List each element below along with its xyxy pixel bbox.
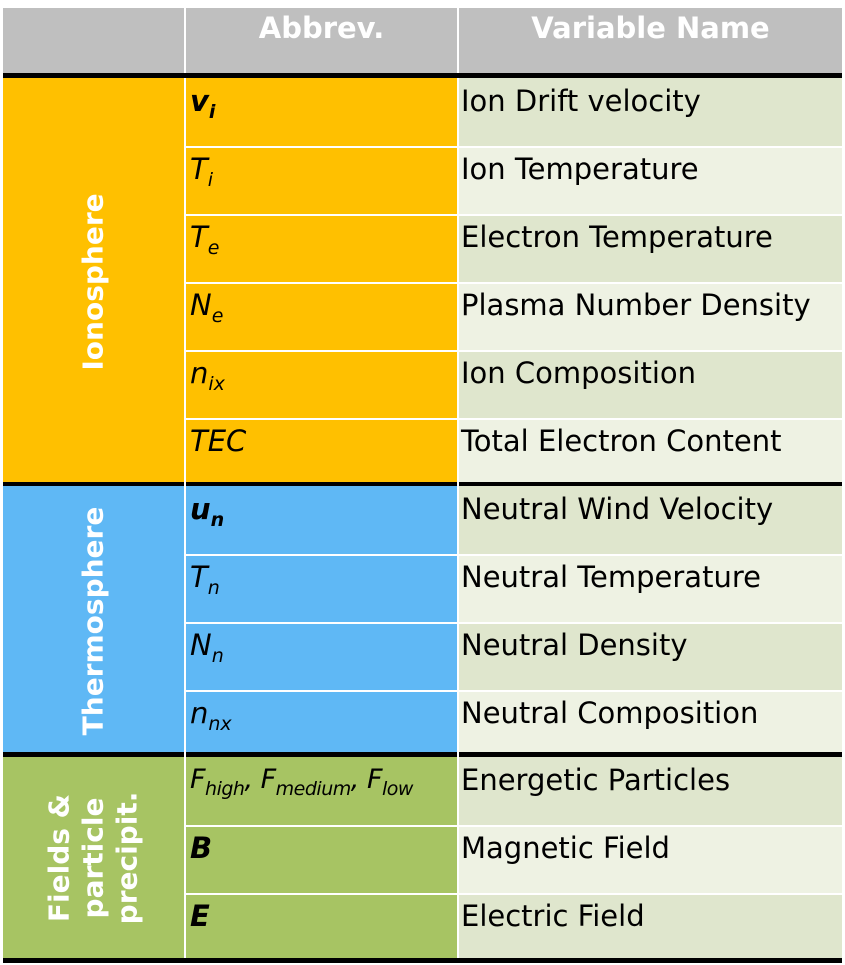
variable-name-cell: Energetic Particles <box>459 757 842 825</box>
table-row: Ti Ion Temperature <box>3 146 842 214</box>
abbrev-cell: Te <box>186 214 457 282</box>
variable-name-cell: Neutral Wind Velocity <box>459 486 842 554</box>
group-rule <box>3 482 842 486</box>
table-row: E Electric Field <box>3 893 842 961</box>
table-row: nnx Neutral Composition <box>3 690 842 758</box>
group-rule <box>3 752 842 757</box>
table-row: un Neutral Wind Velocity <box>3 486 842 554</box>
bottom-rule <box>3 958 842 963</box>
table-row: Nn Neutral Density <box>3 622 842 690</box>
abbrev-cell: nix <box>186 350 457 418</box>
variable-name-cell: Ion Temperature <box>459 146 842 214</box>
variable-name-cell: Electric Field <box>459 893 842 961</box>
abbrev-cell: vi <box>186 78 457 146</box>
abbrev-cell: nnx <box>186 690 457 758</box>
header-rule <box>3 73 842 78</box>
variable-name-cell: Plasma Number Density <box>459 282 842 350</box>
variable-name-cell: Ion Drift velocity <box>459 78 842 146</box>
table-row: vi Ion Drift velocity <box>3 78 842 146</box>
variable-name-cell: Neutral Composition <box>459 690 842 758</box>
abbrev-cell: B <box>186 825 457 893</box>
table-row: Ne Plasma Number Density <box>3 282 842 350</box>
table-row: nix Ion Composition <box>3 350 842 418</box>
ionosphere-group-cell: Ionosphere <box>3 78 184 486</box>
variable-name-cell: Total Electron Content <box>459 418 842 486</box>
abbrev-cell: Tn <box>186 554 457 622</box>
header-abbrev: Abbrev. <box>258 11 385 45</box>
fields-group-cell: Fields & particle precipit. <box>3 757 184 958</box>
variable-name-cell: Magnetic Field <box>459 825 842 893</box>
table-row: B Magnetic Field <box>3 825 842 893</box>
variable-name-cell: Electron Temperature <box>459 214 842 282</box>
variable-name-cell: Neutral Density <box>459 622 842 690</box>
table-row: TEC Total Electron Content <box>3 418 842 486</box>
abbrev-cell: Ti <box>186 146 457 214</box>
variable-name-cell: Ion Composition <box>459 350 842 418</box>
table-row: Te Electron Temperature <box>3 214 842 282</box>
abbrev-cell: E <box>186 893 457 961</box>
abbrev-cell: Ne <box>186 282 457 350</box>
abbrev-cell: Nn <box>186 622 457 690</box>
abbrev-cell: TEC <box>186 418 457 486</box>
table-header: Abbrev. Variable Name <box>3 8 842 73</box>
thermosphere-group-cell: Thermosphere <box>3 486 184 756</box>
table-row: Tn Neutral Temperature <box>3 554 842 622</box>
abbrev-cell: Fhigh, Fmedium, Flow <box>186 757 457 825</box>
header-group-cell <box>3 8 184 73</box>
abbrev-cell: un <box>186 486 457 554</box>
header-variable-name: Variable Name <box>531 11 770 45</box>
table-row: Fhigh, Fmedium, Flow Energetic Particles <box>3 757 842 825</box>
variable-name-cell: Neutral Temperature <box>459 554 842 622</box>
